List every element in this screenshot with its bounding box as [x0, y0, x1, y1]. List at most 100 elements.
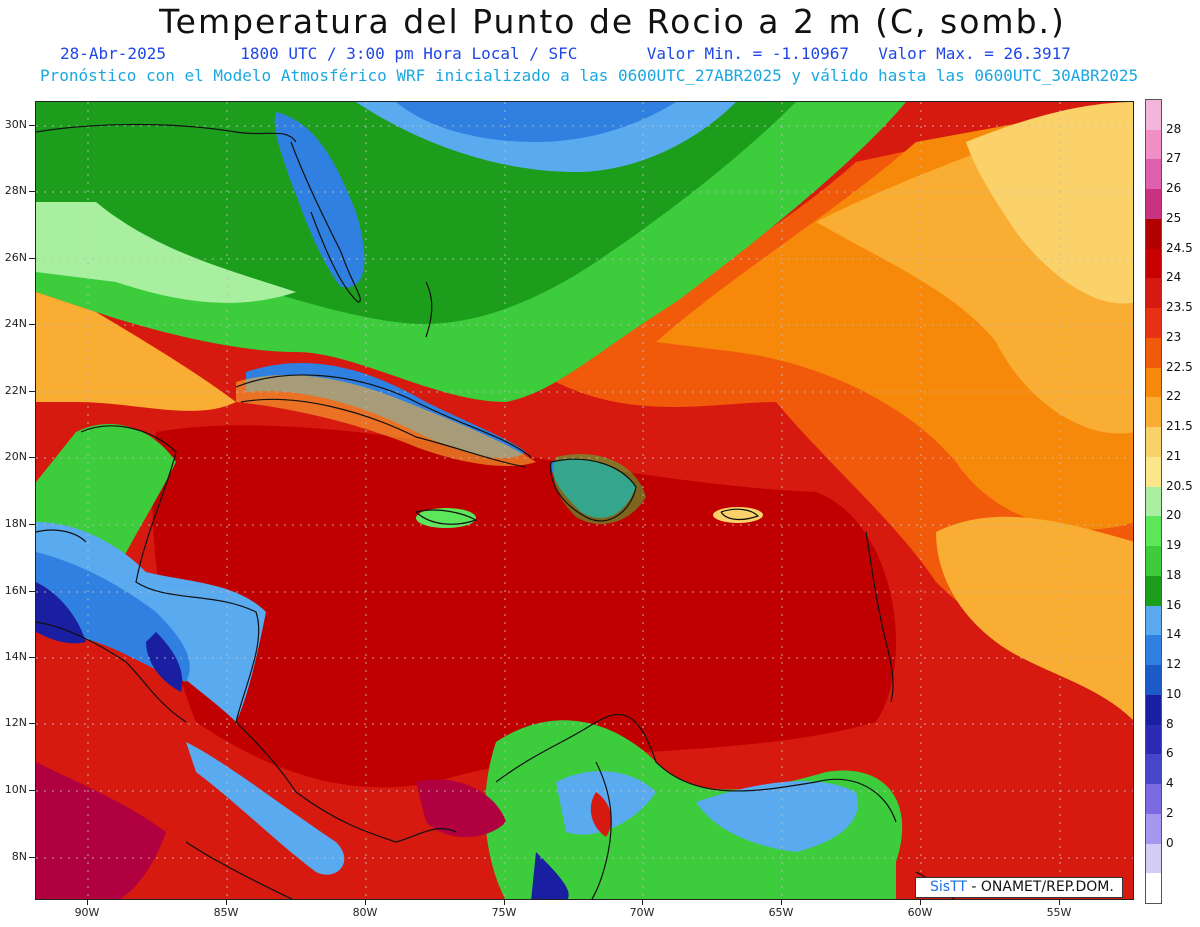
colorbar-label: 20.5 — [1166, 478, 1193, 493]
lat-tick — [29, 258, 35, 259]
lat-label: 28N — [4, 184, 27, 197]
lat-label: 24N — [4, 317, 27, 330]
lon-label: 55W — [1046, 906, 1072, 919]
colorbar-swatch — [1146, 486, 1161, 517]
lat-label: 12N — [4, 716, 27, 729]
map-title: Temperatura del Punto de Rocio a 2 m (C,… — [159, 2, 1066, 41]
subtitle-line-1: 28-Abr-2025 1800 UTC / 3:00 pm Hora Loca… — [60, 44, 1071, 63]
lat-tick — [29, 324, 35, 325]
colorbar-swatch — [1146, 546, 1161, 577]
colorbar-label: 14 — [1166, 627, 1182, 642]
lat-label: 30N — [4, 118, 27, 131]
lon-label: 65W — [768, 906, 794, 919]
colorbar-label: 18 — [1166, 567, 1182, 582]
colorbar-swatch — [1146, 784, 1161, 815]
sistt-logo: SisTT — [930, 879, 967, 895]
lat-tick — [29, 125, 35, 126]
lon-tick — [87, 900, 88, 905]
colorbar-swatch — [1146, 724, 1161, 755]
lat-tick — [29, 524, 35, 525]
colorbar-label: 22 — [1166, 389, 1182, 404]
lon-label: 80W — [352, 906, 378, 919]
lat-tick — [29, 457, 35, 458]
lon-label: 75W — [491, 906, 517, 919]
colorbar-swatch — [1146, 635, 1161, 666]
lat-label: 22N — [4, 384, 27, 397]
lat-tick — [29, 857, 35, 858]
colorbar-swatch — [1146, 100, 1161, 131]
colorbar-label: 23.5 — [1166, 300, 1193, 315]
lat-tick — [29, 391, 35, 392]
lon-tick — [781, 900, 782, 905]
colorbar-label: 2 — [1166, 805, 1174, 820]
lon-tick — [920, 900, 921, 905]
colorbar-label: 6 — [1166, 746, 1174, 761]
lat-label: 26N — [4, 251, 27, 264]
colorbar-swatch — [1146, 337, 1161, 369]
colorbar-label: 28 — [1166, 121, 1182, 136]
colorbar-swatch — [1146, 278, 1161, 309]
lon-label: 70W — [629, 906, 655, 919]
colorbar-label: 21 — [1166, 448, 1182, 463]
colorbar-swatch — [1146, 754, 1161, 785]
colorbar-label: 21.5 — [1166, 419, 1193, 434]
colorbar-swatch — [1146, 129, 1161, 160]
colorbar-label: 0 — [1166, 835, 1174, 850]
colorbar-swatch — [1146, 813, 1161, 844]
colorbar-swatch — [1146, 308, 1161, 339]
colorbar-label: 19 — [1166, 538, 1182, 553]
colorbar-swatch — [1146, 248, 1161, 279]
colorbar-swatch — [1146, 516, 1161, 547]
colorbar-label: 26 — [1166, 181, 1182, 196]
time-info: 1800 UTC / 3:00 pm Hora Local / SFC — [240, 44, 578, 63]
dewpoint-field — [36, 102, 1133, 899]
lon-label: 60W — [907, 906, 933, 919]
colorbar-swatch — [1146, 189, 1161, 220]
colorbar-swatch — [1146, 427, 1161, 458]
lon-tick — [1059, 900, 1060, 905]
colorbar-swatch — [1146, 575, 1161, 607]
dewpoint-map — [35, 101, 1134, 900]
lon-tick — [365, 900, 366, 905]
colorbar-swatch — [1146, 843, 1161, 874]
colorbar-label: 4 — [1166, 776, 1174, 791]
max-value: Valor Max. = 26.3917 — [878, 44, 1071, 63]
colorbar-label: 23 — [1166, 329, 1182, 344]
lat-label: 16N — [4, 584, 27, 597]
lat-label: 14N — [4, 650, 27, 663]
lat-label: 10N — [4, 783, 27, 796]
colorbar-label: 12 — [1166, 657, 1182, 672]
colorbar-label: 24 — [1166, 270, 1182, 285]
colorbar-label: 25 — [1166, 210, 1182, 225]
colorbar-label: 27 — [1166, 151, 1182, 166]
min-value: Valor Min. = -1.10967 — [646, 44, 849, 63]
colorbar-swatch — [1146, 397, 1161, 428]
colorbar-swatch — [1146, 873, 1161, 904]
colorbar-swatch — [1146, 218, 1161, 250]
forecast-date: 28-Abr-2025 — [60, 44, 166, 63]
credit-org: - ONAMET/REP.DOM. — [966, 879, 1114, 895]
colorbar-swatch — [1146, 694, 1161, 726]
lat-label: 8N — [11, 850, 27, 863]
lon-label: 90W — [74, 906, 100, 919]
colorbar-swatch — [1146, 367, 1161, 398]
lon-label: 85W — [213, 906, 239, 919]
lat-tick — [29, 723, 35, 724]
lon-tick — [504, 900, 505, 905]
lat-tick — [29, 657, 35, 658]
lat-label: 20N — [4, 450, 27, 463]
colorbar-label: 8 — [1166, 716, 1174, 731]
model-info: Pronóstico con el Modelo Atmosférico WRF… — [40, 66, 1139, 85]
colorbar-swatch — [1146, 159, 1161, 190]
lon-tick — [226, 900, 227, 905]
lat-tick — [29, 191, 35, 192]
colorbar-label: 16 — [1166, 597, 1182, 612]
colorbar-label: 10 — [1166, 686, 1182, 701]
lat-tick — [29, 591, 35, 592]
colorbar — [1145, 99, 1162, 904]
colorbar-swatch — [1146, 605, 1161, 636]
colorbar-label: 22.5 — [1166, 359, 1193, 374]
colorbar-swatch — [1146, 456, 1161, 488]
lon-tick — [642, 900, 643, 905]
colorbar-label: 24.5 — [1166, 240, 1193, 255]
